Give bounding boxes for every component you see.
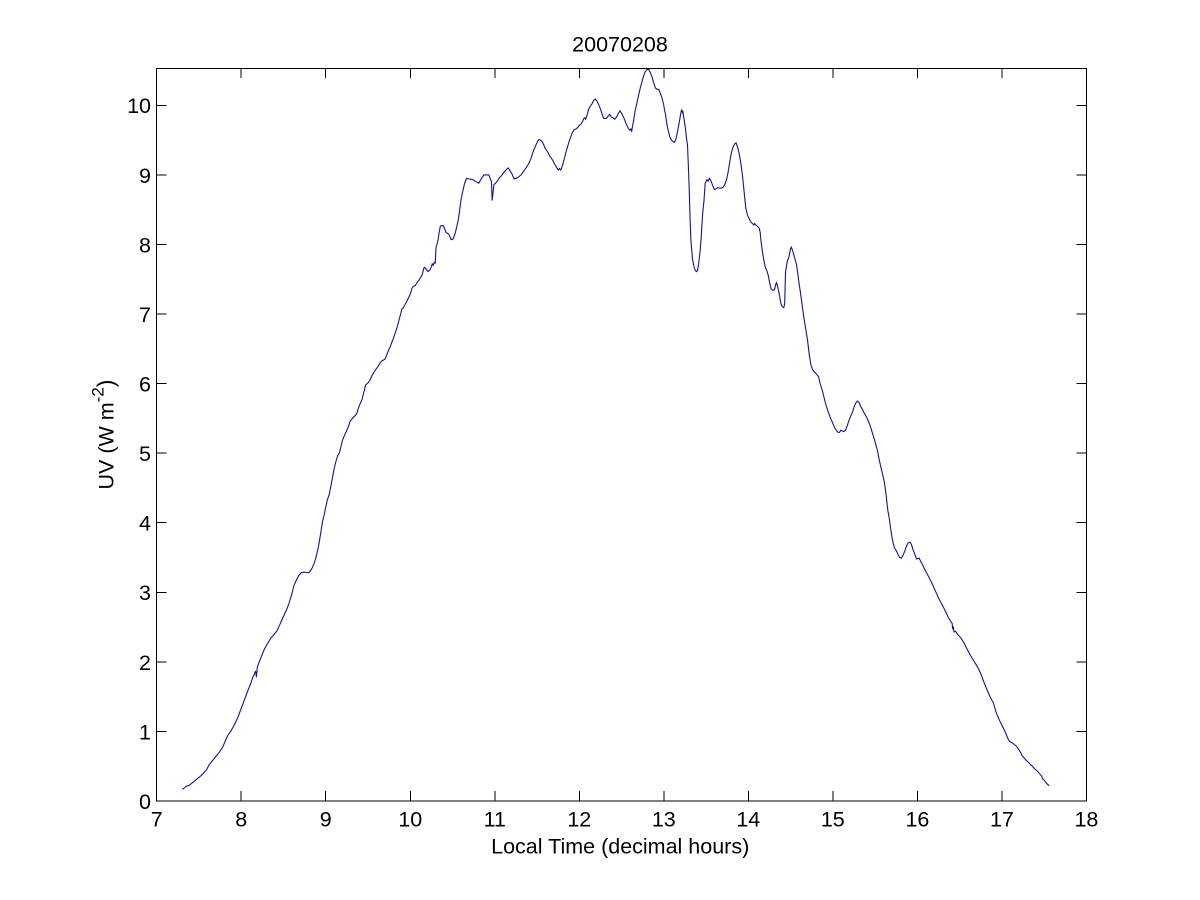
svg-text:10: 10 [398,808,422,832]
svg-text:18: 18 [1074,808,1098,832]
svg-text:7: 7 [139,303,151,327]
svg-text:2: 2 [139,651,151,675]
svg-text:Local Time (decimal hours): Local Time (decimal hours) [491,834,749,858]
svg-text:9: 9 [320,808,332,832]
svg-text:20070208: 20070208 [572,33,668,57]
svg-text:11: 11 [484,808,506,832]
svg-text:12: 12 [567,808,591,832]
svg-text:4: 4 [139,512,151,536]
svg-text:9: 9 [139,164,151,188]
svg-text:13: 13 [652,808,676,832]
svg-text:7: 7 [151,808,163,832]
svg-text:15: 15 [821,808,845,832]
svg-text:14: 14 [736,808,760,832]
svg-text:6: 6 [139,373,151,397]
svg-text:5: 5 [139,442,151,466]
svg-text:0: 0 [139,790,151,814]
svg-text:8: 8 [139,233,151,257]
svg-text:1: 1 [139,720,151,744]
svg-text:10: 10 [127,94,151,118]
svg-text:8: 8 [235,808,247,832]
svg-text:16: 16 [905,808,929,832]
svg-text:3: 3 [139,581,151,605]
svg-text:17: 17 [990,808,1014,832]
